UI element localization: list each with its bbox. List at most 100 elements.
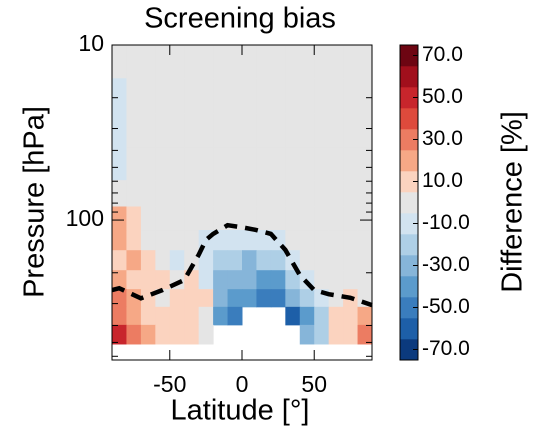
heatmap-cell [343, 270, 359, 290]
x-axis-label: Latitude [°] [171, 395, 310, 427]
heatmap-cell [184, 147, 200, 181]
colorbar-tick-label: 30.0 [422, 127, 463, 150]
heatmap-cell [126, 113, 142, 149]
heatmap-cell [169, 113, 185, 149]
heatmap-cell [140, 250, 156, 271]
heatmap-cell [126, 289, 142, 308]
colorbar-bin [400, 87, 418, 109]
contour-line [111, 222, 373, 308]
heatmap-cell [256, 45, 272, 79]
heatmap-cell [213, 250, 229, 271]
x-tick-label: 50 [301, 371, 327, 397]
heatmap-cell [140, 270, 156, 290]
heatmap-cell [184, 45, 200, 79]
heatmap-cell [314, 78, 330, 114]
heatmap-cell [299, 45, 315, 79]
heatmap-cell [299, 250, 315, 271]
colorbar-tick-label: -30.0 [422, 253, 470, 276]
heatmap-cell [242, 180, 257, 208]
heatmap-cell [169, 250, 185, 271]
chart-title: Screening bias [144, 3, 336, 35]
heatmap-cell [140, 206, 156, 231]
heatmap-cell [213, 270, 229, 290]
heatmap-cell [314, 147, 330, 181]
heatmap-cell [270, 289, 286, 308]
heatmap-cell [155, 324, 171, 345]
heatmap-cell [357, 250, 373, 271]
heatmap-cell [213, 289, 229, 308]
colorbar-bin [400, 339, 418, 361]
heatmap-cell [227, 78, 243, 114]
heatmap-cell [126, 250, 142, 271]
heatmap-cell [126, 306, 142, 326]
heatmap-cell [314, 270, 330, 290]
heatmap-cell [198, 306, 214, 326]
colorbar-bin [400, 150, 418, 172]
heatmap-cell [184, 206, 200, 231]
heatmap-cell [343, 250, 359, 271]
heatmap-cell [112, 180, 127, 208]
heatmap-cell [242, 45, 257, 79]
heatmap-cell [314, 45, 330, 79]
colorbar-label: Difference [%] [497, 111, 529, 293]
heatmap-cell [256, 206, 272, 231]
heatmap-cell [184, 113, 200, 149]
heatmap-cell [256, 289, 272, 308]
colorbar-tick-label: -10.0 [422, 211, 470, 234]
heatmap-cell [357, 324, 373, 345]
heatmap-cell [126, 324, 142, 345]
x-tick-label: -50 [153, 371, 186, 397]
colorbar-bin [400, 234, 418, 256]
heatmap-cell [299, 306, 315, 326]
heatmap-cell [242, 230, 257, 251]
y-tick-label: 100 [66, 205, 104, 231]
heatmap-cell [112, 230, 127, 251]
heatmap-cell [299, 324, 315, 345]
heatmap-cell [155, 206, 171, 231]
heatmap-cell [299, 230, 315, 251]
heatmap-cell [242, 113, 257, 149]
heatmap-cell [357, 230, 373, 251]
heatmap-cell [343, 324, 359, 345]
heatmap-cell [328, 180, 344, 208]
heatmap-cell [357, 78, 373, 114]
heatmap-cell [357, 206, 373, 231]
heatmap-cell [256, 270, 272, 290]
heatmap-cell [285, 45, 301, 79]
heatmap-cell [198, 147, 214, 181]
heatmap-cell [140, 180, 156, 208]
heatmap-cell [314, 250, 330, 271]
heatmap-cell [140, 306, 156, 326]
colorbar-tick-label: -70.0 [422, 337, 470, 360]
heatmap-cell [285, 289, 301, 308]
heatmap-cell [184, 180, 200, 208]
heatmap-cell [155, 306, 171, 326]
heatmap-cell [112, 306, 127, 326]
heatmap-cell [314, 206, 330, 231]
heatmap-cell [227, 289, 243, 308]
heatmap-cell [285, 206, 301, 231]
colorbar-bin [400, 255, 418, 277]
heatmap-cell [328, 113, 344, 149]
heatmap-cell [112, 113, 127, 149]
heatmap-cell [169, 78, 185, 114]
heatmap-cell [299, 180, 315, 208]
heatmap-cell [184, 306, 200, 326]
heatmap-cell [198, 270, 214, 290]
heatmap-cell [256, 250, 272, 271]
heatmap-cell [242, 250, 257, 271]
y-axis-label: Pressure [hPa] [19, 106, 51, 298]
heatmap-cell [314, 113, 330, 149]
heatmap-cell [213, 113, 229, 149]
heatmap-cell [343, 113, 359, 149]
heatmap-cell [169, 230, 185, 251]
heatmap-cell [270, 78, 286, 114]
heatmap-cell [155, 230, 171, 251]
heatmap-cell [227, 230, 243, 251]
heatmap-cell [314, 180, 330, 208]
heatmap-cell [242, 147, 257, 181]
heatmap-cell [328, 250, 344, 271]
heatmap-cell [285, 230, 301, 251]
heatmap-cell [270, 45, 286, 79]
